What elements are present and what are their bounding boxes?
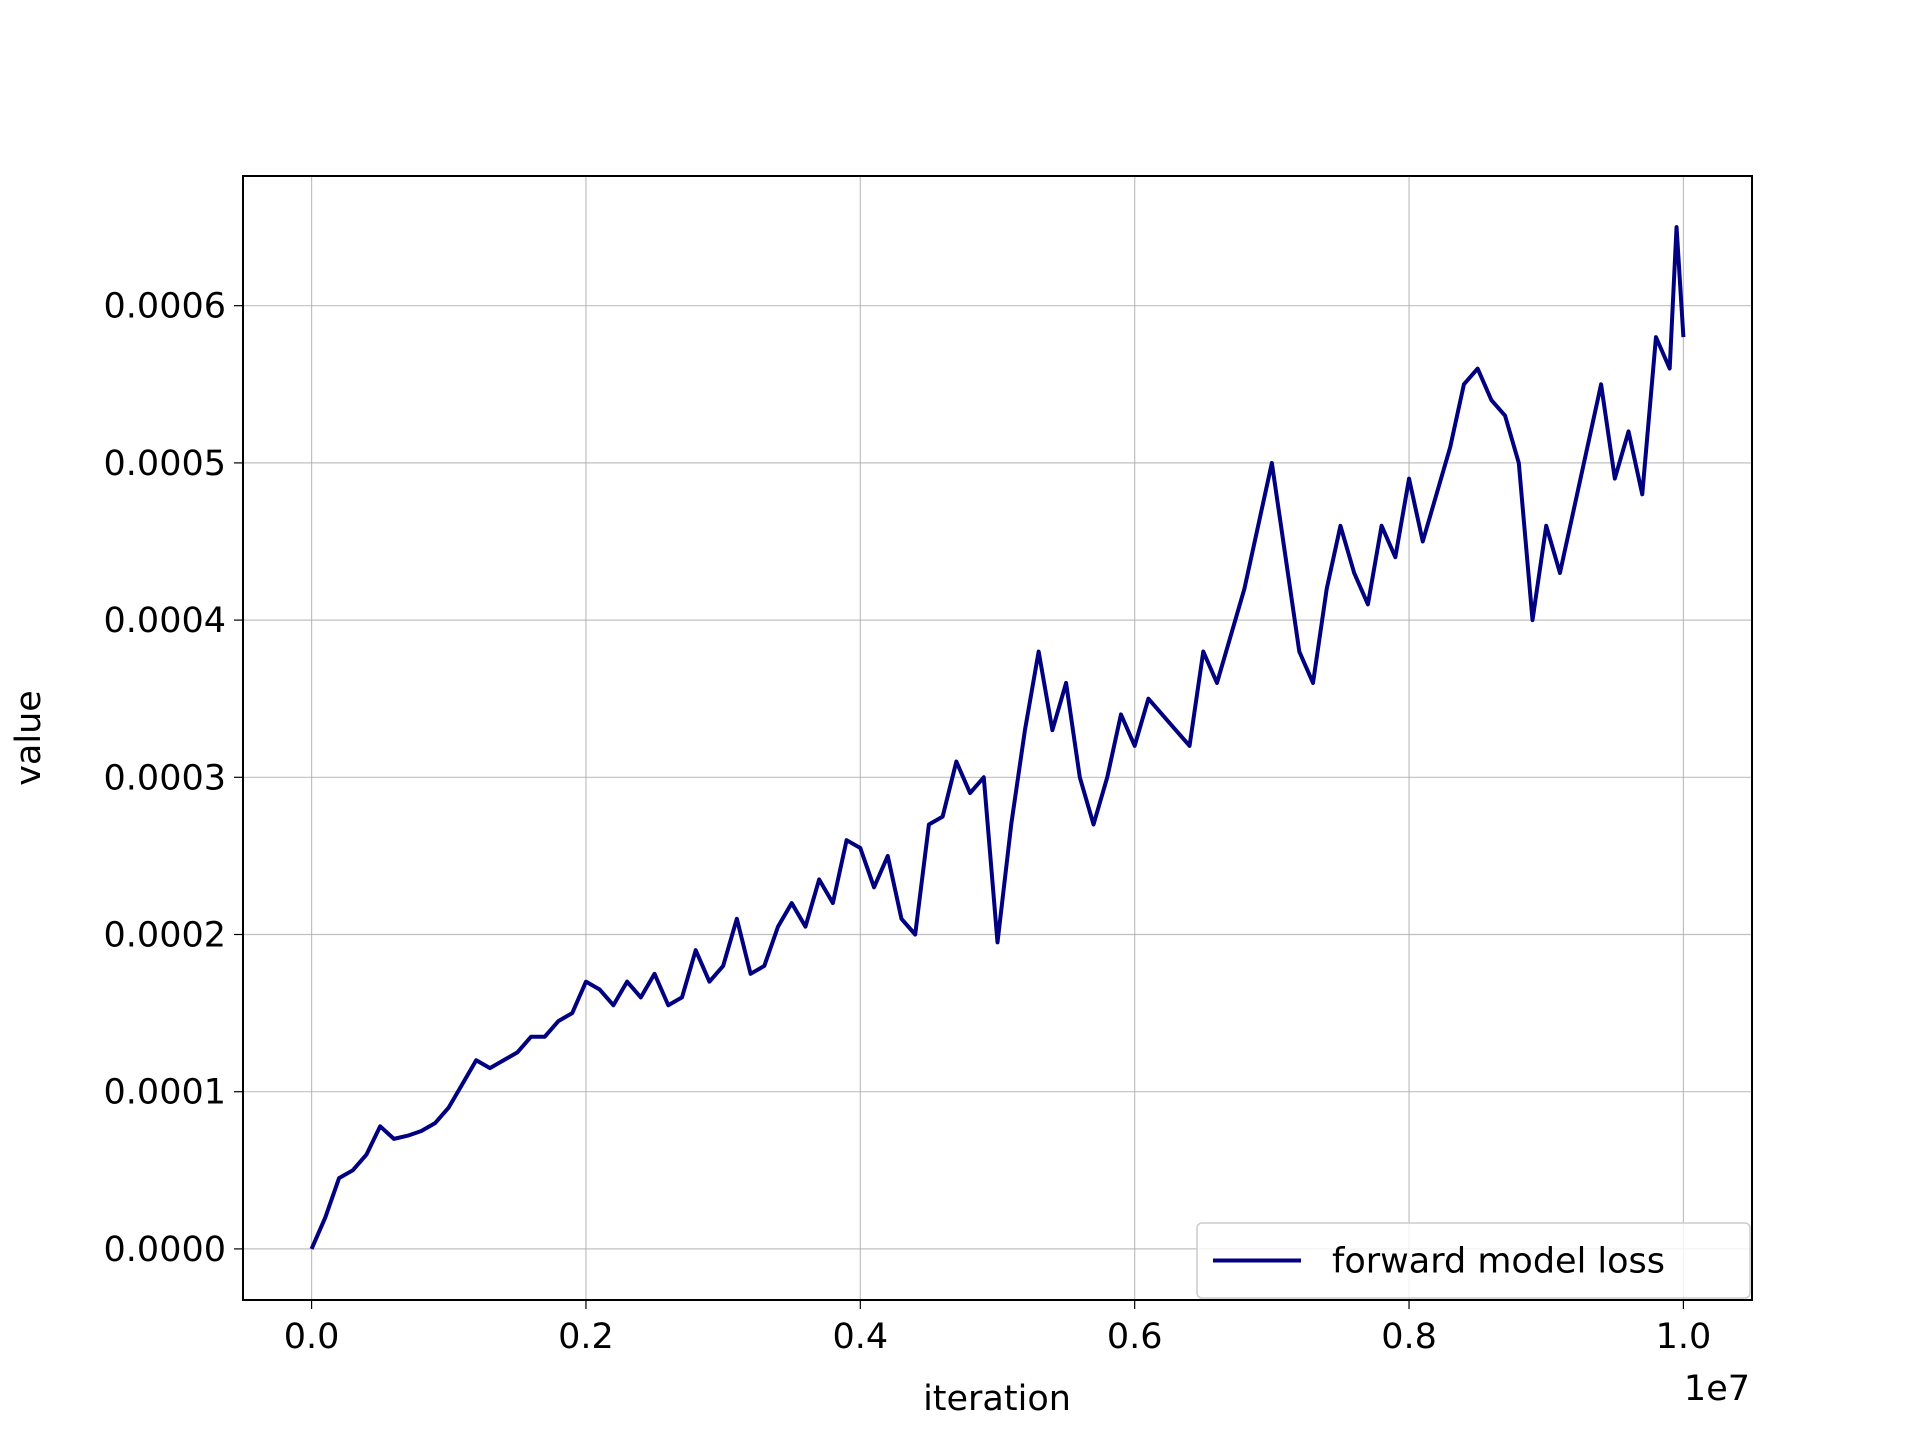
legend-label: forward model loss [1332, 1242, 1665, 1282]
x-tick-label: 0.2 [558, 1317, 614, 1357]
x-tick-label: 0.6 [1107, 1317, 1163, 1357]
x-tick-label: 0.8 [1381, 1317, 1437, 1357]
y-axis-label: value [9, 690, 49, 786]
legend-box [1196, 1222, 1751, 1299]
y-tick-label: 0.0006 [104, 287, 226, 327]
y-tick-label: 0.0004 [104, 601, 226, 641]
y-tick-label: 0.0000 [104, 1230, 226, 1270]
y-tick-label: 0.0002 [104, 916, 226, 956]
y-tick-label: 0.0005 [104, 444, 226, 484]
plot-frame [242, 175, 1753, 1301]
y-tick-label: 0.0003 [104, 758, 226, 798]
data-line [309, 225, 1686, 1250]
x-axis-label: iteration [923, 1379, 1071, 1419]
x-offset-label: 1e7 [1684, 1369, 1750, 1409]
y-tick-label: 0.0001 [104, 1073, 226, 1113]
legend: forward model loss [1196, 1222, 1751, 1299]
x-tick-label: 1.0 [1656, 1317, 1712, 1357]
x-tick-label: 0.0 [284, 1317, 340, 1357]
x-tick-label: 0.4 [832, 1317, 888, 1357]
grid [243, 176, 1752, 1300]
